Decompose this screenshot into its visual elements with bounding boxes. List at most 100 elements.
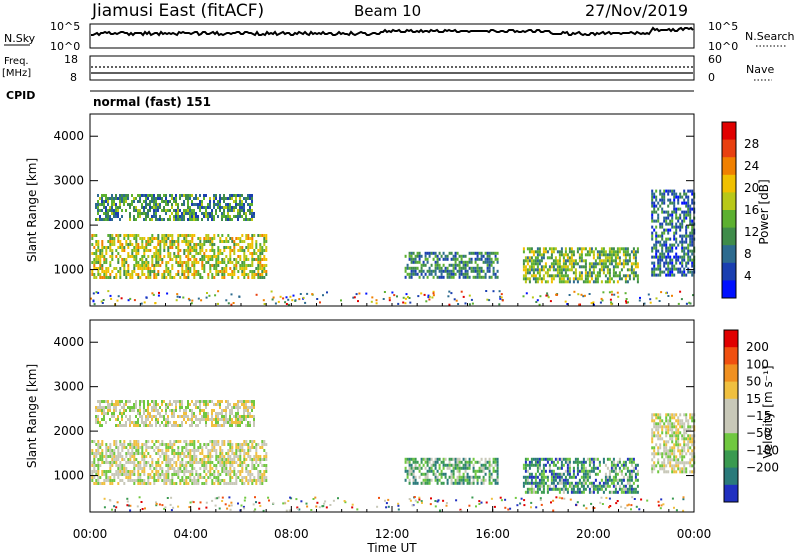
scatter-cell <box>181 218 183 221</box>
scatter-cell <box>472 251 475 255</box>
scatter-cell <box>466 269 469 273</box>
scatter-cell <box>691 413 694 417</box>
ground-scatter-cell <box>520 497 523 500</box>
scatter-cell <box>209 470 212 473</box>
scatter-cell <box>245 197 247 200</box>
scatter-cell <box>135 440 138 443</box>
scatter-cell <box>181 261 184 264</box>
ground-scatter-cell <box>509 507 512 510</box>
ground-scatter-cell <box>457 303 460 305</box>
scatter-cell <box>673 201 676 205</box>
scatter-cell <box>243 203 245 206</box>
ground-scatter-cell <box>157 294 160 297</box>
ground-scatter-cell <box>178 296 181 299</box>
scatter-cell <box>538 268 541 272</box>
scatter-cell <box>677 458 680 462</box>
scatter-cell <box>239 464 242 467</box>
scatter-cell <box>205 479 208 482</box>
scatter-cell <box>653 228 656 232</box>
scatter-cell <box>109 455 112 458</box>
scatter-cell <box>592 262 595 266</box>
scatter-cell <box>163 400 165 403</box>
scatter-cell <box>159 249 162 252</box>
scatter-cell <box>667 452 670 456</box>
scatter-cell <box>667 273 670 277</box>
scatter-cell <box>683 461 686 465</box>
scatter-cell <box>115 234 118 237</box>
scatter-cell <box>524 490 527 494</box>
scatter-cell <box>143 479 146 482</box>
scatter-cell <box>570 259 573 263</box>
scatter-cell <box>177 273 180 276</box>
ground-scatter-cell <box>310 509 313 511</box>
scatter-cell <box>494 257 497 261</box>
scatter-cell <box>157 240 160 243</box>
scatter-cell <box>458 478 461 482</box>
scatter-cell <box>430 457 433 461</box>
scatter-cell <box>653 434 656 438</box>
scatter-cell <box>683 428 686 432</box>
scatter-cell <box>420 272 423 276</box>
ground-scatter-cell <box>154 302 157 305</box>
scatter-cell <box>107 197 109 200</box>
scatter-cell <box>137 234 140 237</box>
scatter-cell <box>530 247 533 251</box>
scatter-cell <box>606 466 609 470</box>
scatter-cell <box>185 249 188 252</box>
scatter-cell <box>606 484 609 488</box>
scatter-cell <box>691 243 694 247</box>
scatter-cell <box>592 253 595 257</box>
scatter-cell <box>598 487 601 491</box>
scatter-cell <box>145 240 148 243</box>
ground-scatter-cell <box>190 302 193 305</box>
scatter-cell <box>661 243 664 247</box>
scatter-cell <box>165 446 168 449</box>
scatter-cell <box>195 270 198 273</box>
scatter-cell <box>630 268 633 272</box>
scatter-cell <box>486 260 489 264</box>
scatter-cell <box>111 482 114 485</box>
scatter-cell <box>165 418 167 421</box>
scatter-cell <box>673 231 676 235</box>
scatter-cell <box>582 466 585 470</box>
scatter-cell <box>91 273 94 276</box>
beam-title: Beam 10 <box>354 2 421 20</box>
scatter-cell <box>171 424 173 427</box>
scatter-cell <box>139 267 142 270</box>
scatter-cell <box>193 476 196 479</box>
scatter-cell <box>121 264 124 267</box>
scatter-cell <box>185 197 187 200</box>
scatter-cell <box>454 254 457 258</box>
scatter-cell <box>145 418 147 421</box>
scatter-cell <box>167 273 170 276</box>
scatter-cell <box>440 460 443 464</box>
scatter-cell <box>675 431 678 435</box>
ground-scatter-cell <box>324 500 327 503</box>
scatter-cell <box>685 419 688 423</box>
scatter-cell <box>229 479 232 482</box>
scatter-cell <box>243 476 246 479</box>
scatter-cell <box>117 476 120 479</box>
scatter-cell <box>669 428 672 432</box>
scatter-cell <box>410 254 413 258</box>
scatter-cell <box>113 455 116 458</box>
scatter-cell <box>129 212 131 215</box>
scatter-cell <box>677 216 680 220</box>
ground-scatter-cell <box>262 299 265 302</box>
scatter-cell <box>261 464 264 467</box>
scatter-cell <box>671 267 674 271</box>
scatter-cell <box>422 463 425 467</box>
scatter-cell <box>552 274 555 278</box>
scatter-cell <box>679 225 682 229</box>
ground-scatter-cell <box>550 501 552 504</box>
scatter-cell <box>135 424 137 427</box>
scatter-cell <box>659 416 662 420</box>
scatter-cell <box>522 484 525 488</box>
scatter-cell <box>677 434 680 438</box>
scatter-cell <box>626 466 629 470</box>
scatter-cell <box>231 209 233 212</box>
scatter-cell <box>458 275 461 279</box>
scatter-cell <box>261 264 264 267</box>
scatter-cell <box>227 470 230 473</box>
